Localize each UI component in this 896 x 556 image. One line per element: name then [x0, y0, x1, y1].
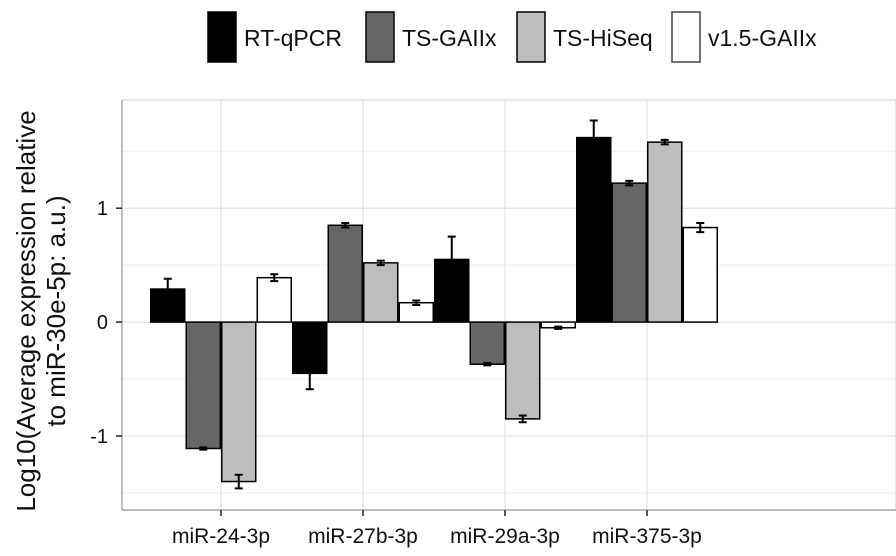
- bar-v1.5-GAIIx-miR-24-3p: [256, 276, 292, 323]
- legend-swatch-RT-qPCR: [207, 11, 237, 63]
- error-bar-TS-GAIIx-miR-29a-3p: [483, 362, 492, 367]
- error-bar-v1.5-GAIIx-miR-375-3p: [696, 222, 705, 234]
- error-bar-TS-GAIIx-miR-27b-3p: [341, 222, 350, 229]
- error-bar-TS-HiSeq-miR-29a-3p: [518, 414, 527, 424]
- axes: [121, 100, 896, 511]
- bar-RT-qPCR-miR-375-3p: [576, 136, 612, 323]
- y-axis-title-line2: to miR-30e-5p: a.u.): [41, 195, 71, 426]
- legend-label-TS-HiSeq: TS-HiSeq: [553, 25, 653, 51]
- error-bar-RT-qPCR-miR-29a-3p: [447, 235, 456, 284]
- bar-TS-HiSeq-miR-27b-3p: [363, 262, 399, 323]
- bar-TS-GAIIx-miR-24-3p: [185, 321, 221, 450]
- error-bar-RT-qPCR-miR-27b-3p: [305, 356, 314, 391]
- bar-TS-GAIIx-miR-375-3p: [611, 182, 647, 323]
- x-tick-label: miR-24-3p: [172, 525, 270, 548]
- y-tick-label: 1: [97, 198, 108, 220]
- error-bar-TS-GAIIx-miR-24-3p: [199, 446, 208, 451]
- error-bar-TS-HiSeq-miR-24-3p: [234, 473, 243, 490]
- bar-TS-GAIIx-miR-27b-3p: [327, 224, 363, 323]
- error-bar-v1.5-GAIIx-miR-29a-3p: [554, 325, 563, 330]
- error-bar-RT-qPCR-miR-375-3p: [589, 119, 598, 156]
- legend: RT-qPCR TS-GAIIx TS-HiSeq v1.5-GAIIx: [207, 11, 817, 63]
- error-bar-RT-qPCR-miR-24-3p: [163, 277, 172, 301]
- error-bars: [163, 119, 705, 490]
- bar-TS-HiSeq-miR-375-3p: [647, 141, 683, 323]
- legend-swatch-v1.5-GAIIx: [671, 11, 701, 63]
- error-bar-TS-HiSeq-miR-375-3p: [660, 138, 669, 146]
- bar-TS-HiSeq-miR-24-3p: [221, 321, 257, 483]
- legend-swatch-TS-HiSeq: [516, 11, 546, 63]
- x-tick-label: miR-375-3p: [592, 525, 702, 548]
- error-bar-v1.5-GAIIx-miR-27b-3p: [412, 299, 421, 306]
- legend-label-RT-qPCR: RT-qPCR: [244, 25, 342, 51]
- error-bar-v1.5-GAIIx-miR-24-3p: [270, 273, 279, 283]
- x-ticks: miR-24-3p miR-27b-3p miR-29a-3p miR-375-3p: [172, 510, 702, 548]
- x-tick-label: miR-27b-3p: [308, 525, 418, 548]
- bar-TS-HiSeq-miR-29a-3p: [505, 321, 541, 420]
- x-tick-label: miR-29a-3p: [450, 525, 560, 548]
- y-tick-label: 0: [97, 312, 108, 334]
- error-bar-TS-HiSeq-miR-27b-3p: [376, 259, 385, 267]
- y-tick-label: -1: [90, 426, 108, 448]
- bar-v1.5-GAIIx-miR-375-3p: [682, 226, 718, 323]
- error-bar-TS-GAIIx-miR-375-3p: [625, 179, 634, 187]
- y-axis-title-line1: Log10(Average expression relative: [11, 110, 41, 511]
- bars: [150, 136, 718, 483]
- y-ticks: -1 0 1: [90, 198, 122, 448]
- legend-swatch-TS-GAIIx: [365, 11, 395, 63]
- legend-label-v1.5-GAIIx: v1.5-GAIIx: [708, 25, 817, 51]
- legend-label-TS-GAIIx: TS-GAIIx: [402, 25, 497, 51]
- bar-TS-GAIIx-miR-29a-3p: [469, 321, 505, 365]
